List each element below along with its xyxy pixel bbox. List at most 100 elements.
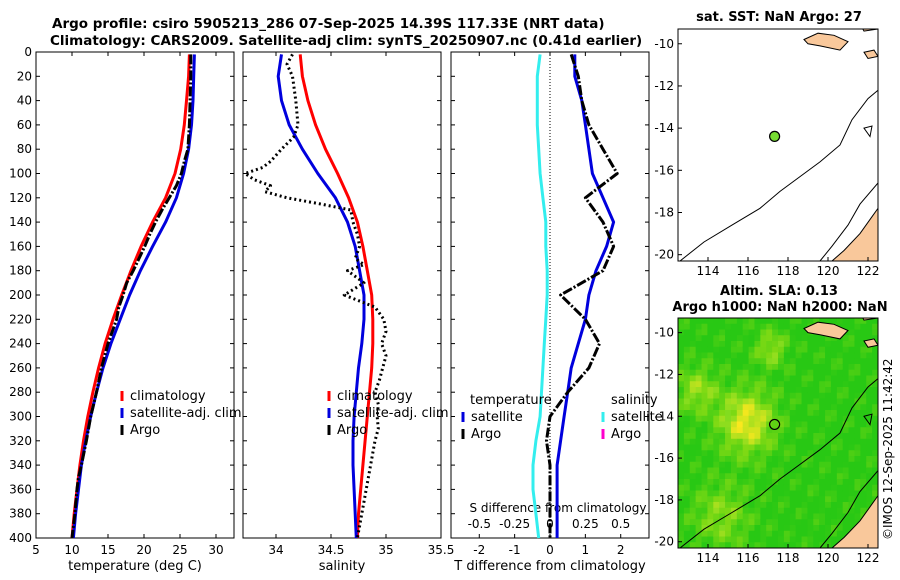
sla-cell [860,398,867,405]
sla-cell [707,519,714,526]
sla-cell [730,392,738,400]
sla-cell [725,346,732,354]
sla-cell [754,461,761,469]
sla-cell [801,450,809,457]
sla-cell [795,427,803,434]
sla-cell [754,387,761,394]
sla-cell [813,525,820,532]
sla-cell [772,530,779,538]
sla-cell [848,346,856,354]
sla-cell [866,335,873,342]
sla-cell [778,318,785,325]
sla-cell [807,484,814,492]
sla-cell [760,364,767,371]
sla-cell [801,335,809,342]
sla-cell [848,392,856,400]
sla-cell [854,358,861,365]
sla-cell [748,513,756,520]
sla-cell [860,329,867,336]
sla-cell [725,341,732,348]
sla-cell [842,335,850,342]
sla-cell [842,461,850,469]
sla-cell [783,479,791,486]
sla-cell [813,530,820,538]
land-mass [831,207,878,261]
sla-cell [860,507,867,515]
sla-cell [801,530,809,538]
sla-cell [854,502,861,509]
series-temperature-satellite [555,54,616,538]
sla-cell [760,479,767,486]
sla-cell [819,415,826,423]
sla-cell [754,415,761,423]
sla-cell [778,438,785,446]
sla-cell [783,381,791,388]
sla-cell [819,352,826,359]
sla-cell [825,335,832,342]
sla-cell [689,444,697,451]
sla-cell [778,461,785,469]
sla-cell [836,387,844,394]
sla-cell [789,519,797,526]
sla-cell [842,490,850,497]
sla-cell [866,381,873,388]
sla-cell [772,427,779,434]
sla-cell [836,352,844,359]
sla-cell [825,392,832,400]
sla-cell [683,438,691,446]
sla-cell [801,484,809,492]
sla-cell [695,352,703,359]
sla-cell [860,427,867,434]
sla-cell [719,369,726,377]
sla-cell [701,536,709,543]
sla-cell [825,318,832,325]
sla-cell [783,364,791,371]
sla-cell [766,410,773,417]
sla-cell [778,530,785,538]
sla-cell [783,318,791,325]
sla-cell [872,381,878,388]
sla-cell [783,323,791,331]
sla-cell [707,479,714,486]
sla-cell [748,473,756,480]
sla-cell [730,456,738,463]
sla-cell [830,444,838,451]
sla-cell [783,542,791,548]
sla-cell [701,513,709,520]
sla-cell [689,438,697,446]
sla-cell [725,438,732,446]
sla-cell [742,415,750,423]
sla-cell [730,525,738,532]
sla-cell [748,387,756,394]
lon-tick-label: 120 [817,264,840,278]
sla-cell [760,398,767,405]
sla-cell [742,369,750,377]
sla-cell [848,387,856,394]
sla-cell [760,358,767,365]
sla-cell [736,542,744,548]
sla-cell [730,318,738,325]
sla-cell [707,456,714,463]
sla-cell [866,461,873,469]
sla-cell [789,433,797,440]
sla-cell [725,542,732,548]
sla-cell [872,358,878,365]
sla-cell [701,335,709,342]
sla-cell [766,318,773,325]
sla-cell [748,461,756,469]
sla-cell [689,479,697,486]
sla-cell [678,525,685,532]
sla-cell [807,496,814,503]
sla-cell [807,404,814,411]
sla-cell [754,427,761,434]
lat-tick-label: -16 [654,163,674,177]
sla-cell [819,525,826,532]
sla-cell [819,335,826,342]
sla-cell [848,444,856,451]
sla-cell [789,467,797,474]
sla-cell [730,421,738,428]
sla-cell [842,456,850,463]
sla-cell [689,461,697,469]
sla-cell [695,496,703,503]
sla-cell [789,381,797,388]
